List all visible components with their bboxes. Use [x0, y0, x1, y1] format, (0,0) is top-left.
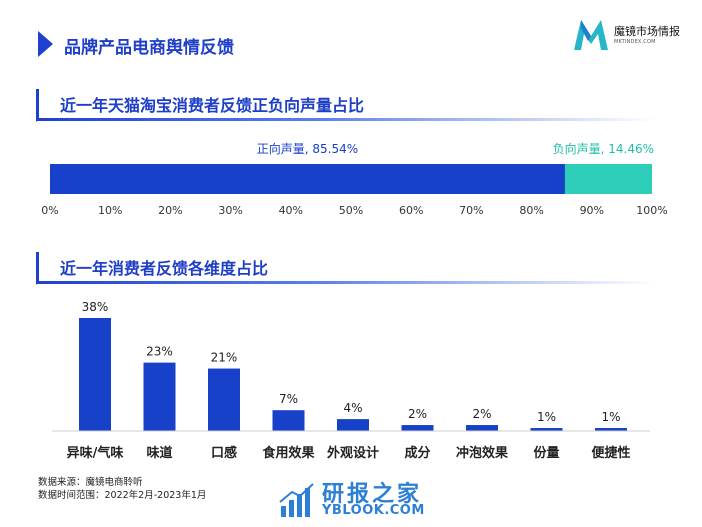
bar-value-label-8: 1%	[601, 410, 620, 424]
watermark-text: 研报之家	[322, 482, 423, 507]
bar-6	[466, 425, 498, 431]
section1-underline	[36, 118, 656, 121]
x-tick-label-2: 20%	[158, 204, 182, 217]
bar-value-label-2: 21%	[211, 351, 238, 365]
bar-2	[208, 368, 240, 431]
x-tick-label-4: 40%	[279, 204, 303, 217]
section1-title: 近一年天猫淘宝消费者反馈正负向声量占比	[60, 96, 365, 115]
category-label-8: 便捷性	[591, 445, 630, 461]
watermark-url: YBLOOK.COM	[322, 503, 425, 518]
section1-frame	[36, 89, 659, 122]
section2-underline	[36, 281, 656, 284]
segment-label-1: 负向声量, 14.46%	[553, 141, 654, 156]
x-tick-label-1: 10%	[98, 204, 122, 217]
x-tick-label-3: 30%	[218, 204, 242, 217]
sentiment-stacked-bar-chart: 正向声量, 85.54% 负向声量, 14.46% 0% 10% 20% 30% 40% 50…	[41, 141, 667, 217]
category-label-2: 口感	[211, 445, 237, 461]
data-source: 数据来源：魔镜电商聆听	[38, 477, 143, 488]
category-label-6: 冲泡效果	[456, 445, 508, 461]
bar-value-label-7: 1%	[537, 410, 556, 424]
bar-0	[79, 318, 111, 431]
category-label-1: 味道	[146, 445, 172, 461]
page-title: 品牌产品电商舆情反馈	[64, 38, 234, 58]
x-tick-label-6: 60%	[399, 204, 423, 217]
bar-5	[401, 425, 434, 431]
watermark-logo-icon	[279, 483, 314, 517]
bar-7	[530, 428, 563, 431]
section2-title: 近一年消费者反馈各维度占比	[60, 259, 269, 278]
category-label-7: 份量	[533, 445, 559, 461]
bar-3	[272, 410, 305, 431]
x-tick-label-8: 80%	[519, 204, 543, 217]
bar-value-label-3: 7%	[279, 392, 298, 406]
bar-value-label-5: 2%	[408, 407, 427, 421]
x-tick-label-0: 0%	[41, 204, 58, 217]
x-tick-label-7: 70%	[459, 204, 483, 217]
section2-frame	[36, 252, 659, 285]
mktindex-logo-icon	[574, 20, 608, 50]
stacked-segment-0	[50, 164, 565, 194]
bar-value-label-0: 38%	[82, 300, 109, 314]
logo-name: 魔镜市场情报	[614, 25, 680, 38]
bar-value-label-4: 4%	[343, 401, 362, 415]
x-tick-label-5: 50%	[339, 204, 363, 217]
bar-value-label-6: 2%	[472, 407, 491, 421]
header-arrow-icon	[38, 31, 53, 57]
category-label-0: 异味/气味	[67, 445, 124, 461]
category-label-5: 成分	[404, 445, 430, 461]
dimension-bar-chart: 38% 异味/气味 23% 味道 21% 口感 7% 食用效果 4% 外观设计 2% 成分 2% 冲泡效果…	[52, 300, 650, 461]
bar-value-label-1: 23%	[146, 345, 173, 359]
bar-1	[143, 362, 176, 431]
segment-label-0: 正向声量, 85.54%	[257, 141, 358, 156]
category-label-4: 外观设计	[326, 445, 379, 461]
bar-4	[337, 419, 369, 431]
x-tick-label-10: 100%	[636, 204, 667, 217]
logo-url: MKTINDEX.COM	[614, 39, 656, 45]
data-period: 数据时间范围：2022年2月-2023年1月	[38, 490, 207, 501]
x-tick-label-9: 90%	[580, 204, 604, 217]
bar-8	[595, 428, 627, 431]
category-label-3: 食用效果	[262, 445, 314, 461]
stacked-segment-1	[564, 164, 652, 194]
